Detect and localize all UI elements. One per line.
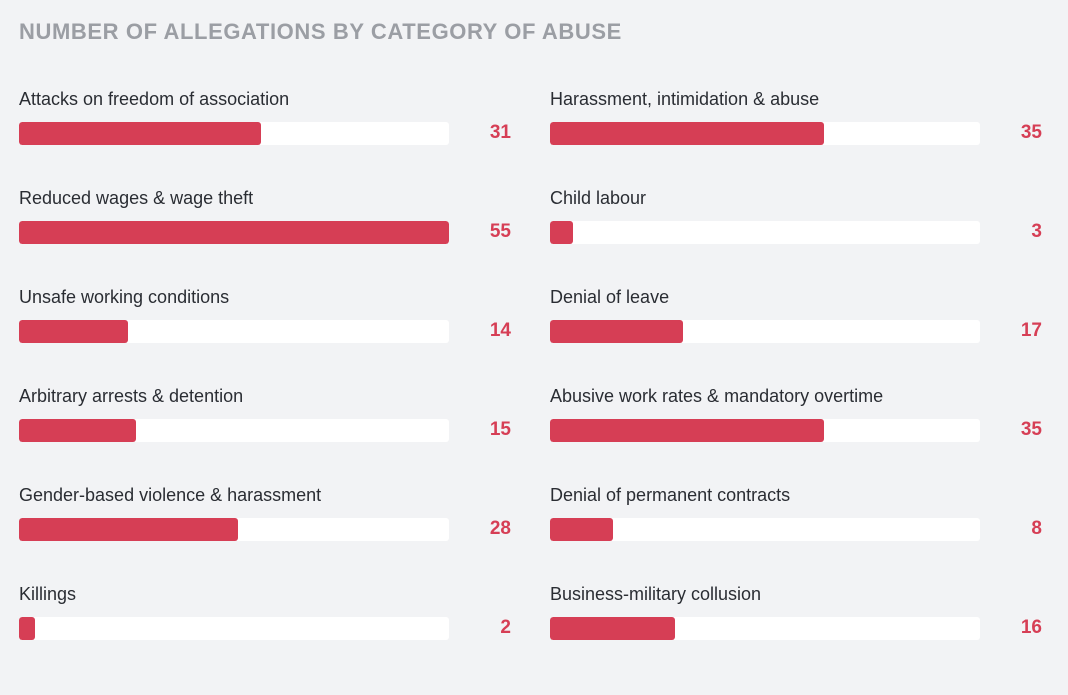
bar-label: Attacks on freedom of association <box>19 89 290 109</box>
bar-track <box>19 221 449 244</box>
bar-track <box>19 617 449 640</box>
bar <box>550 320 683 343</box>
bar-value-label: 3 <box>1031 221 1042 242</box>
bar-track <box>19 320 449 343</box>
bar-track <box>550 518 980 541</box>
bar-row: Arbitrary arrests & detention 15 <box>19 384 511 444</box>
chart-title: NUMBER OF ALLEGATIONS BY CATEGORY OF ABU… <box>19 19 622 44</box>
bar-value-label: 14 <box>489 320 511 341</box>
bar-label: Child labour <box>550 188 647 208</box>
bar-label: Reduced wages & wage theft <box>19 188 254 208</box>
bar-row: Gender-based violence & harassment 28 <box>19 483 511 543</box>
bar-value-label: 28 <box>489 518 511 539</box>
bar-value-label: 35 <box>1020 122 1042 143</box>
bar-label: Harassment, intimidation & abuse <box>550 89 820 109</box>
bar-value-label: 31 <box>489 122 511 143</box>
bar-label: Unsafe working conditions <box>19 287 230 307</box>
bar-track <box>550 122 980 145</box>
bar <box>550 419 824 442</box>
bar <box>19 221 449 244</box>
bar <box>19 518 238 541</box>
bar-row: Denial of permanent contracts 8 <box>550 483 1042 543</box>
bar-value-label: 35 <box>1020 419 1042 440</box>
bar-value-label: 16 <box>1020 617 1042 638</box>
bar-label: Denial of permanent contracts <box>550 485 791 505</box>
bar-row: Attacks on freedom of association 31 <box>19 87 511 147</box>
bar-value-label: 2 <box>500 617 511 638</box>
bar-value-label: 17 <box>1020 320 1042 341</box>
bar <box>550 221 574 244</box>
bar-label: Arbitrary arrests & detention <box>19 386 244 406</box>
bar-track <box>19 518 449 541</box>
bar <box>19 320 129 343</box>
bar-row: Reduced wages & wage theft 55 <box>19 186 511 246</box>
bar <box>550 617 676 640</box>
bar <box>19 617 35 640</box>
bar <box>550 518 613 541</box>
bar-value-label: 15 <box>489 419 511 440</box>
bar-value-label: 8 <box>1031 518 1042 539</box>
bar-track <box>19 122 449 145</box>
bar-label: Abusive work rates & mandatory overtime <box>550 386 884 406</box>
bar-row: Killings 2 <box>19 582 511 642</box>
bar-row: Harassment, intimidation & abuse 35 <box>550 87 1042 147</box>
bar-row: Business-military collusion 16 <box>550 582 1042 642</box>
bar-track <box>550 617 980 640</box>
bar-label: Business-military collusion <box>550 584 762 604</box>
bar-track <box>550 320 980 343</box>
bar-value-label: 55 <box>489 221 511 242</box>
bar-track <box>19 419 449 442</box>
bar-row: Abusive work rates & mandatory overtime 3… <box>550 384 1042 444</box>
bar <box>19 419 137 442</box>
bar-row: Denial of leave 17 <box>550 285 1042 345</box>
bar-row: Unsafe working conditions 14 <box>19 285 511 345</box>
bar-label: Killings <box>19 584 77 604</box>
bar-track <box>550 419 980 442</box>
bar-label: Denial of leave <box>550 287 670 307</box>
bar-row: Child labour 3 <box>550 186 1042 246</box>
bar-track <box>550 221 980 244</box>
bar-label: Gender-based violence & harassment <box>19 485 322 505</box>
bar <box>550 122 824 145</box>
bar <box>19 122 262 145</box>
